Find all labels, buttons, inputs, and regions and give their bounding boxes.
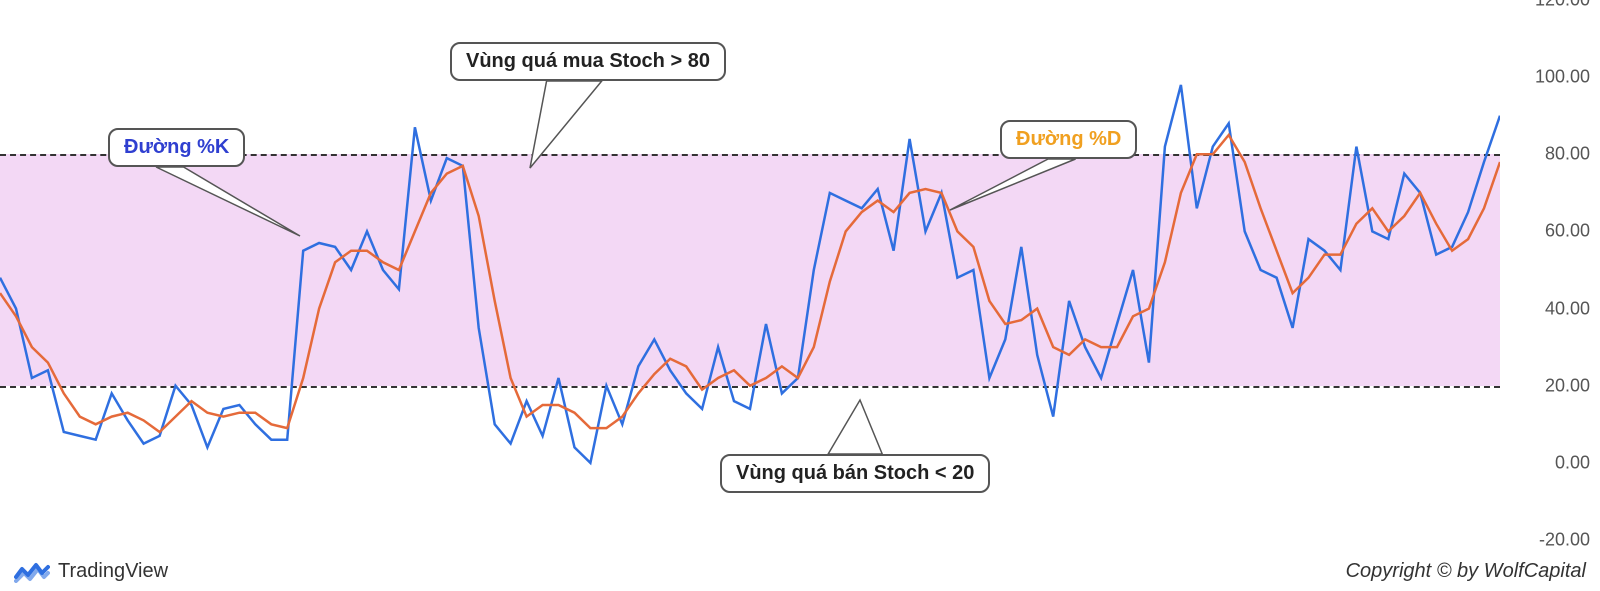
copyright-text: Copyright © by WolfCapital	[1346, 560, 1586, 583]
callout-pointer	[950, 159, 1076, 210]
chart-area: Đường %K Vùng quá mua Stoch > 80 Đường %D V…	[0, 0, 1500, 540]
y-axis: -20.000.0020.0040.0060.0080.00100.00120.…	[1500, 0, 1600, 540]
y-tick-label: 40.00	[1545, 298, 1590, 319]
tradingview-logo-icon	[14, 559, 50, 583]
y-tick-label: 80.00	[1545, 144, 1590, 165]
oversold-label: Vùng quá bán Stoch < 20	[720, 454, 990, 493]
footer-brand: TradingView	[14, 559, 168, 583]
y-tick-label: 60.00	[1545, 221, 1590, 242]
callout-pointer	[156, 167, 300, 236]
y-tick-label: 0.00	[1555, 452, 1590, 473]
k-label: Đường %K	[108, 128, 245, 167]
callout-pointer	[530, 81, 602, 168]
callout-pointer	[828, 400, 882, 454]
y-tick-label: 20.00	[1545, 375, 1590, 396]
y-tick-label: 100.00	[1535, 67, 1590, 88]
overbought-label: Vùng quá mua Stoch > 80	[450, 42, 726, 81]
d-label: Đường %D	[1000, 120, 1137, 159]
footer-brand-text: TradingView	[58, 560, 168, 583]
y-tick-label: -20.00	[1539, 530, 1590, 551]
y-tick-label: 120.00	[1535, 0, 1590, 11]
